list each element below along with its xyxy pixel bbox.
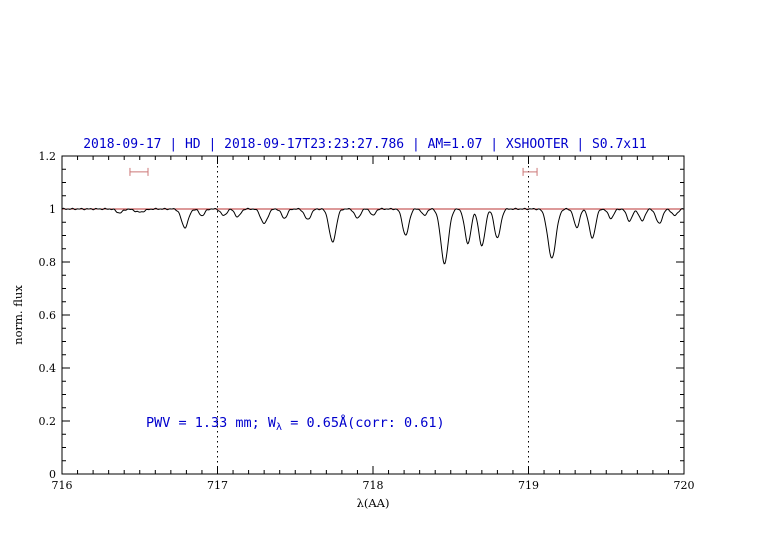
x-axis-label: λ(AA) xyxy=(357,496,390,510)
y-tick-label: 0 xyxy=(49,468,56,481)
y-tick-label: 0.8 xyxy=(39,256,57,269)
x-tick-label: 716 xyxy=(52,479,73,492)
pwv-annotation-sub: λ xyxy=(276,422,282,433)
range-markers-group xyxy=(129,167,538,176)
spectrum-line xyxy=(61,207,685,265)
y-tick-label: 1 xyxy=(49,203,56,216)
x-tick-label: 717 xyxy=(207,479,228,492)
guide-lines-group xyxy=(217,156,529,474)
x-tick-label: 719 xyxy=(518,479,539,492)
x-tick-label: 718 xyxy=(363,479,384,492)
pwv-annotation: PWV = 1.33 mm; Wλ = 0.65Å(corr: 0.61) xyxy=(146,414,445,433)
tick-labels-group: 716 717 718 719 720 0 0.2 0.4 0.6 0.8 1 1.2 xyxy=(39,150,695,492)
plot-title: 2018-09-17 | HD | 2018-09-17T23:23:27.78… xyxy=(83,137,647,152)
y-tick-label: 0.2 xyxy=(39,415,57,428)
y-tick-label: 1.2 xyxy=(39,150,57,163)
y-tick-label: 0.4 xyxy=(39,362,57,375)
pwv-annotation-after: = 0.65Å(corr: 0.61) xyxy=(282,414,445,431)
x-tick-label: 720 xyxy=(674,479,695,492)
y-tick-label: 0.6 xyxy=(39,309,57,322)
pwv-annotation-before: PWV = 1.33 mm; W xyxy=(146,415,277,431)
plot-frame xyxy=(61,155,685,475)
y-axis-label: norm. flux xyxy=(11,285,25,345)
